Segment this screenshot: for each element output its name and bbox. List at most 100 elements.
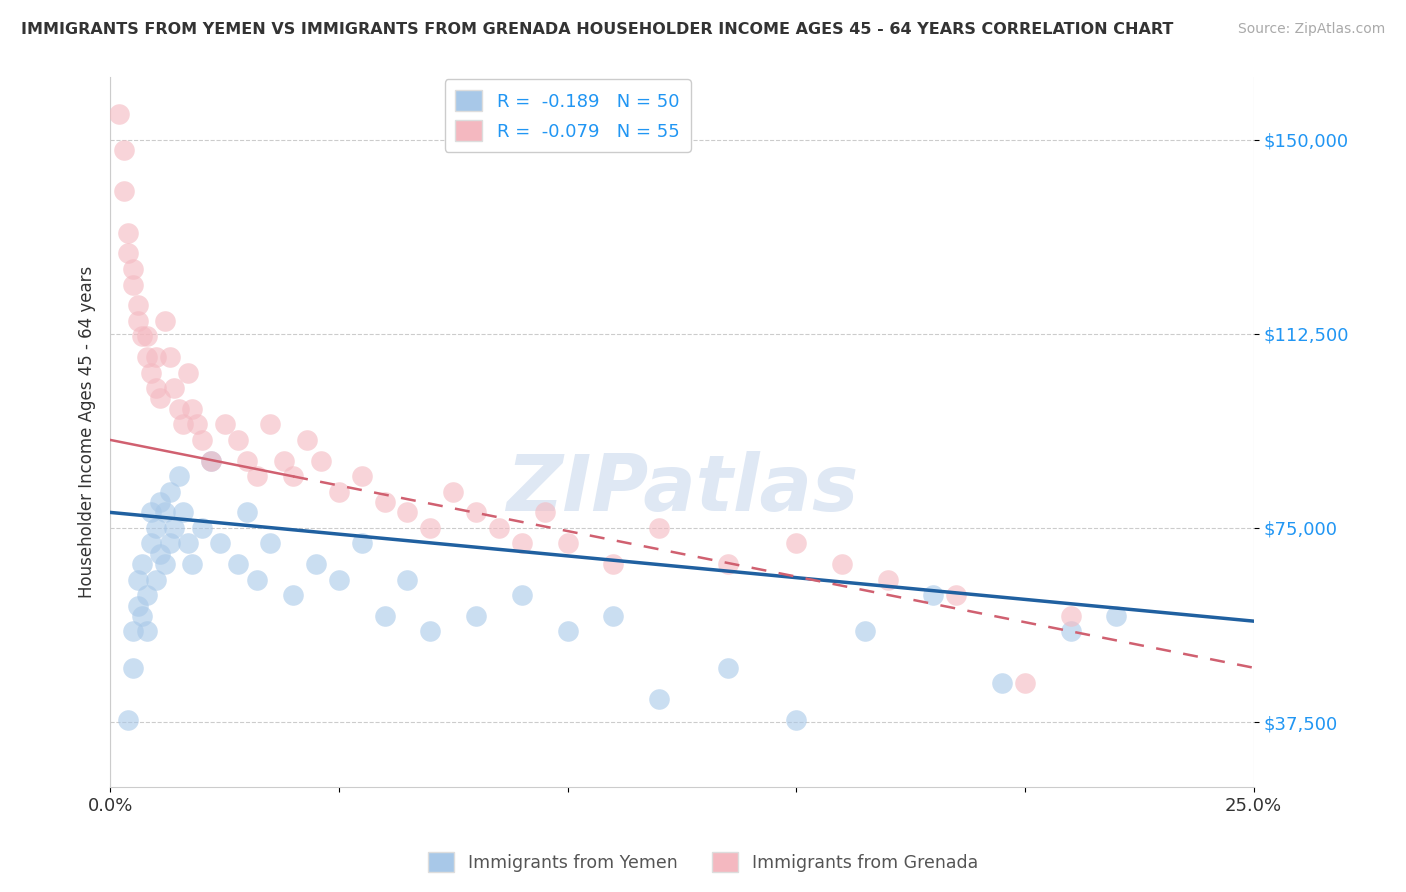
Point: [141, 366, 163, 380]
Point: [135, 329, 157, 343]
Point: [281, 469, 304, 483]
Point: [441, 484, 464, 499]
Point: [488, 521, 510, 535]
Point: [122, 262, 145, 277]
Point: [557, 624, 579, 639]
Point: [785, 536, 807, 550]
Point: [396, 505, 419, 519]
Point: [190, 521, 212, 535]
Point: [259, 536, 281, 550]
Point: [510, 588, 533, 602]
Point: [374, 609, 396, 624]
Point: [163, 381, 186, 395]
Point: [510, 536, 533, 550]
Point: [112, 143, 135, 157]
Point: [153, 505, 176, 519]
Point: [159, 536, 181, 550]
Point: [259, 417, 281, 432]
Text: IMMIGRANTS FROM YEMEN VS IMMIGRANTS FROM GRENADA HOUSEHOLDER INCOME AGES 45 - 64: IMMIGRANTS FROM YEMEN VS IMMIGRANTS FROM…: [21, 22, 1174, 37]
Point: [374, 495, 396, 509]
Point: [945, 588, 967, 602]
Point: [149, 547, 172, 561]
Point: [350, 536, 373, 550]
Point: [145, 573, 167, 587]
Point: [281, 588, 304, 602]
Point: [208, 536, 231, 550]
Point: [131, 609, 153, 624]
Legend: Immigrants from Yemen, Immigrants from Grenada: Immigrants from Yemen, Immigrants from G…: [420, 845, 986, 879]
Point: [177, 366, 200, 380]
Point: [226, 433, 249, 447]
Point: [117, 246, 139, 260]
Point: [350, 469, 373, 483]
Point: [309, 453, 332, 467]
Point: [328, 484, 350, 499]
Point: [190, 433, 212, 447]
Text: Source: ZipAtlas.com: Source: ZipAtlas.com: [1237, 22, 1385, 37]
Point: [853, 624, 876, 639]
Point: [295, 433, 318, 447]
Point: [785, 713, 807, 727]
Point: [181, 557, 204, 571]
Point: [273, 453, 295, 467]
Point: [131, 329, 153, 343]
Point: [159, 484, 181, 499]
Point: [145, 350, 167, 364]
Point: [648, 691, 671, 706]
Point: [200, 453, 222, 467]
Point: [153, 557, 176, 571]
Point: [117, 226, 139, 240]
Point: [236, 453, 259, 467]
Point: [163, 521, 186, 535]
Point: [145, 381, 167, 395]
Point: [717, 661, 740, 675]
Point: [465, 609, 488, 624]
Point: [245, 469, 267, 483]
Point: [153, 314, 176, 328]
Point: [305, 557, 328, 571]
Point: [108, 106, 131, 120]
Point: [122, 661, 145, 675]
Point: [149, 392, 172, 406]
Point: [186, 417, 208, 432]
Point: [141, 536, 163, 550]
Point: [117, 713, 139, 727]
Point: [127, 599, 149, 613]
Point: [135, 624, 157, 639]
Point: [648, 521, 671, 535]
Point: [557, 536, 579, 550]
Text: ZIPatlas: ZIPatlas: [506, 450, 858, 527]
Point: [831, 557, 853, 571]
Point: [122, 277, 145, 292]
Point: [1014, 676, 1036, 690]
Point: [226, 557, 249, 571]
Point: [172, 505, 194, 519]
Y-axis label: Householder Income Ages 45 - 64 years: Householder Income Ages 45 - 64 years: [79, 266, 96, 599]
Point: [214, 417, 236, 432]
Legend: R =  -0.189   N = 50, R =  -0.079   N = 55: R = -0.189 N = 50, R = -0.079 N = 55: [444, 79, 690, 152]
Point: [419, 521, 441, 535]
Point: [141, 505, 163, 519]
Point: [127, 298, 149, 312]
Point: [135, 350, 157, 364]
Point: [145, 521, 167, 535]
Point: [922, 588, 945, 602]
Point: [1105, 609, 1128, 624]
Point: [717, 557, 740, 571]
Point: [177, 536, 200, 550]
Point: [167, 401, 190, 416]
Point: [112, 185, 135, 199]
Point: [245, 573, 267, 587]
Point: [236, 505, 259, 519]
Point: [122, 624, 145, 639]
Point: [181, 401, 204, 416]
Point: [419, 624, 441, 639]
Point: [876, 573, 898, 587]
Point: [159, 350, 181, 364]
Point: [172, 417, 194, 432]
Point: [328, 573, 350, 587]
Point: [991, 676, 1014, 690]
Point: [1059, 609, 1081, 624]
Point: [200, 453, 222, 467]
Point: [602, 557, 624, 571]
